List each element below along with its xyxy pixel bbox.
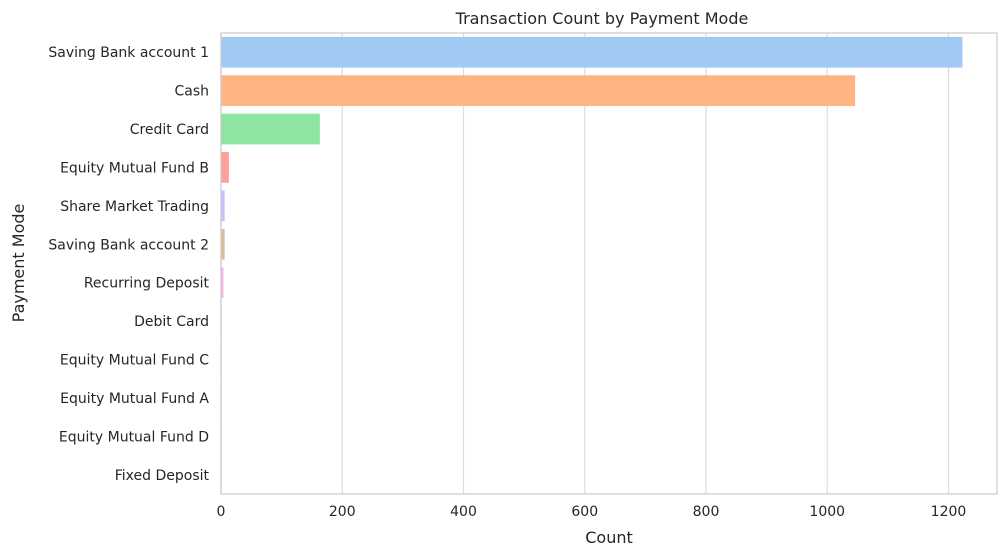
- gridlines: [220, 33, 950, 494]
- x-tick-label: 400: [450, 504, 477, 520]
- x-tick-label: 600: [571, 504, 598, 520]
- bar: [221, 113, 320, 145]
- y-tick-label: Cash: [174, 84, 209, 100]
- bar: [221, 190, 225, 222]
- x-tick-label: 1000: [809, 504, 845, 520]
- bar: [221, 152, 229, 183]
- y-tick-label: Equity Mutual Fund B: [60, 160, 209, 176]
- bar: [221, 228, 225, 260]
- bar: [221, 267, 224, 299]
- x-tick-label: 0: [217, 504, 226, 520]
- bars: [221, 36, 963, 491]
- x-axis-title: Count: [585, 528, 633, 547]
- y-tick-label: Recurring Deposit: [84, 276, 210, 292]
- y-tick-label: Equity Mutual Fund C: [60, 353, 209, 369]
- y-tick-labels: Saving Bank account 1 Cash Credit Card Equi…: [48, 45, 209, 484]
- y-tick-label: Fixed Deposit: [115, 468, 210, 484]
- x-tick-labels: 0 200 400 600 800 1000 1200: [217, 504, 967, 520]
- x-tick-label: 200: [329, 504, 356, 520]
- bar: [221, 36, 963, 68]
- y-tick-label: Saving Bank account 2: [48, 237, 209, 253]
- x-tick-label: 1200: [931, 504, 967, 520]
- y-tick-label: Credit Card: [130, 122, 209, 138]
- y-tick-label: Equity Mutual Fund A: [60, 391, 209, 407]
- chart-title: Transaction Count by Payment Mode: [455, 9, 749, 28]
- y-axis-title: Payment Mode: [9, 204, 28, 323]
- y-tick-label: Share Market Trading: [60, 199, 209, 215]
- plot-frame: [220, 32, 998, 495]
- y-tick-label: Equity Mutual Fund D: [59, 429, 209, 445]
- y-tick-label: Saving Bank account 1: [48, 45, 209, 61]
- bar: [221, 75, 856, 106]
- y-tick-label: Debit Card: [134, 314, 209, 330]
- x-tick-label: 800: [693, 504, 720, 520]
